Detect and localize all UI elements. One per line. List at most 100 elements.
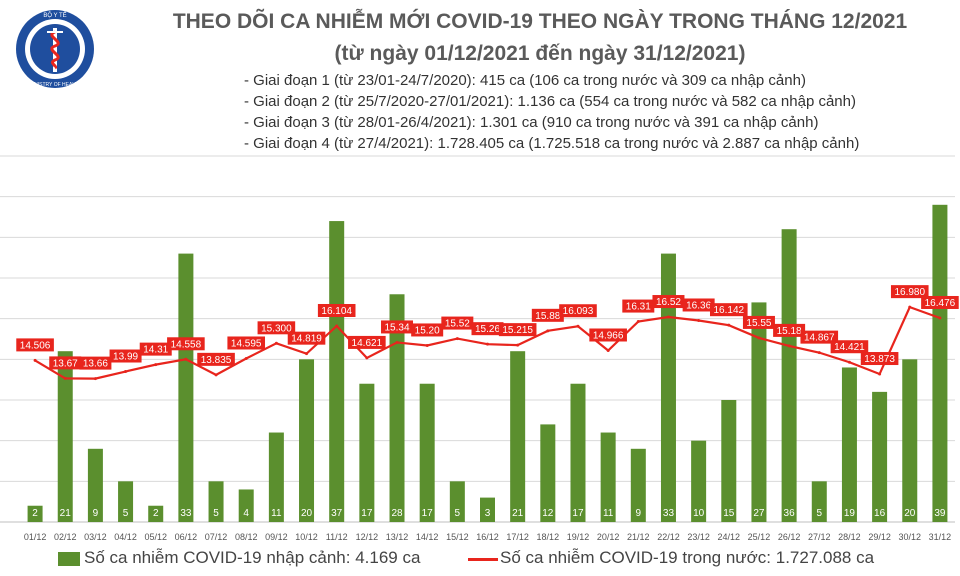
bar-value-label: 5 bbox=[455, 508, 461, 519]
phase-note-2: - Giai đoạn 2 (từ 25/7/2020-27/01/2021):… bbox=[244, 93, 856, 110]
line-value-label: 13.66 bbox=[83, 359, 108, 370]
line-value-label: 15.215 bbox=[502, 325, 533, 336]
bar-value-label: 36 bbox=[784, 508, 796, 519]
x-tick-label: 13/12 bbox=[386, 532, 409, 542]
line-point bbox=[335, 324, 339, 328]
line-label-box bbox=[742, 315, 775, 329]
line-point bbox=[516, 343, 520, 347]
bar bbox=[841, 367, 857, 522]
bar-value-label: 21 bbox=[60, 508, 72, 519]
bar-value-label: 17 bbox=[361, 508, 373, 519]
line-point bbox=[93, 377, 97, 381]
line-point bbox=[817, 351, 821, 355]
x-tick-label: 01/12 bbox=[24, 532, 47, 542]
line-point bbox=[365, 356, 369, 360]
line-value-label: 14.819 bbox=[291, 334, 322, 345]
legend-bar-label: Số ca nhiễm COVID-19 nhập cảnh: 4.169 ca bbox=[84, 548, 421, 567]
phase-note-4: - Giai đoạn 4 (từ 27/4/2021): 1.728.405 … bbox=[244, 135, 860, 152]
line-label-box bbox=[860, 352, 899, 366]
bar bbox=[329, 221, 345, 523]
phase-note-1: - Giai đoạn 1 (từ 23/01-24/7/2020): 415 … bbox=[244, 72, 806, 89]
line-point bbox=[124, 370, 128, 374]
ministry-of-health-logo: BỘ Y TẾ MINISTRY OF HEALTH bbox=[16, 10, 94, 88]
line-point bbox=[546, 329, 550, 333]
bar-value-label: 21 bbox=[512, 508, 524, 519]
bar bbox=[27, 505, 43, 522]
x-tick-label: 12/12 bbox=[356, 532, 379, 542]
line-point bbox=[63, 376, 67, 380]
bar-value-label: 11 bbox=[271, 508, 282, 519]
line-value-label: 16.142 bbox=[713, 305, 744, 316]
x-tick-label: 30/12 bbox=[898, 532, 921, 542]
line-value-label: 15.20 bbox=[415, 325, 440, 336]
line-point bbox=[576, 324, 580, 328]
line-point bbox=[455, 337, 459, 341]
line-value-label: 15.52 bbox=[445, 319, 470, 330]
line-label-box bbox=[531, 308, 564, 322]
line-label-box bbox=[471, 322, 504, 336]
bar-value-label: 20 bbox=[301, 508, 313, 519]
line-value-label: 16.093 bbox=[563, 306, 594, 317]
bar-value-label: 9 bbox=[93, 508, 99, 519]
bar bbox=[480, 497, 495, 522]
line-label-box bbox=[773, 323, 806, 337]
line-point bbox=[184, 357, 188, 361]
line-point bbox=[486, 342, 489, 346]
line-value-label: 13.873 bbox=[864, 354, 895, 365]
bar-value-label: 2 bbox=[32, 508, 38, 519]
line-value-label: 14.558 bbox=[171, 339, 202, 350]
line-point bbox=[305, 352, 309, 356]
bar bbox=[178, 253, 194, 522]
line-point bbox=[154, 363, 158, 367]
bar bbox=[811, 481, 827, 522]
bar-value-label: 11 bbox=[603, 508, 614, 519]
logo-bottom-text: MINISTRY OF HEALTH bbox=[29, 82, 82, 88]
line-point bbox=[606, 348, 610, 352]
bar-value-label: 5 bbox=[816, 508, 822, 519]
phase-note-3: - Giai đoạn 3 (từ 28/01-26/4/2021): 1.30… bbox=[244, 114, 819, 131]
line-label-box bbox=[257, 321, 296, 335]
line-value-label: 14.621 bbox=[352, 338, 383, 349]
line-point bbox=[214, 373, 218, 377]
line-value-label: 13.99 bbox=[113, 352, 138, 363]
logo-top-text: BỘ Y TẾ bbox=[43, 12, 66, 19]
line-value-label: 14.421 bbox=[834, 342, 865, 353]
line-value-label: 14.506 bbox=[20, 340, 51, 351]
line-point bbox=[274, 341, 278, 345]
x-tick-label: 06/12 bbox=[175, 532, 198, 542]
x-tick-label: 19/12 bbox=[567, 532, 590, 542]
chart-subtitle: (từ ngày 01/12/2021 đến ngày 31/12/2021) bbox=[334, 42, 746, 65]
bar bbox=[118, 481, 134, 522]
bar bbox=[389, 294, 405, 522]
x-tick-label: 11/12 bbox=[326, 532, 348, 542]
line-point bbox=[244, 356, 248, 360]
line-value-label: 14.31 bbox=[143, 345, 168, 356]
bar bbox=[510, 351, 526, 522]
line-label-box bbox=[381, 320, 414, 334]
line-point bbox=[908, 305, 912, 309]
bar bbox=[691, 440, 707, 522]
bar-value-label: 28 bbox=[391, 508, 403, 519]
bar bbox=[148, 505, 164, 522]
line-label-box bbox=[16, 338, 54, 352]
line-value-label: 15.18 bbox=[777, 326, 802, 337]
x-tick-label: 25/12 bbox=[748, 532, 771, 542]
bar bbox=[268, 432, 284, 522]
bar bbox=[238, 489, 254, 522]
bar bbox=[57, 351, 73, 522]
line-label-box bbox=[79, 356, 112, 370]
bar bbox=[87, 448, 103, 522]
line-value-label: 15.26 bbox=[475, 324, 500, 335]
bar-value-label: 33 bbox=[180, 508, 192, 519]
x-tick-label: 31/12 bbox=[929, 532, 952, 542]
bar bbox=[751, 302, 767, 522]
line-label-box bbox=[167, 337, 205, 351]
bar-value-label: 15 bbox=[723, 508, 735, 519]
line-point bbox=[878, 372, 882, 376]
line-label-box bbox=[139, 342, 172, 356]
x-tick-label: 03/12 bbox=[84, 532, 107, 542]
x-tick-label: 29/12 bbox=[868, 532, 891, 542]
line-label-box bbox=[921, 295, 959, 309]
bar bbox=[299, 359, 315, 522]
